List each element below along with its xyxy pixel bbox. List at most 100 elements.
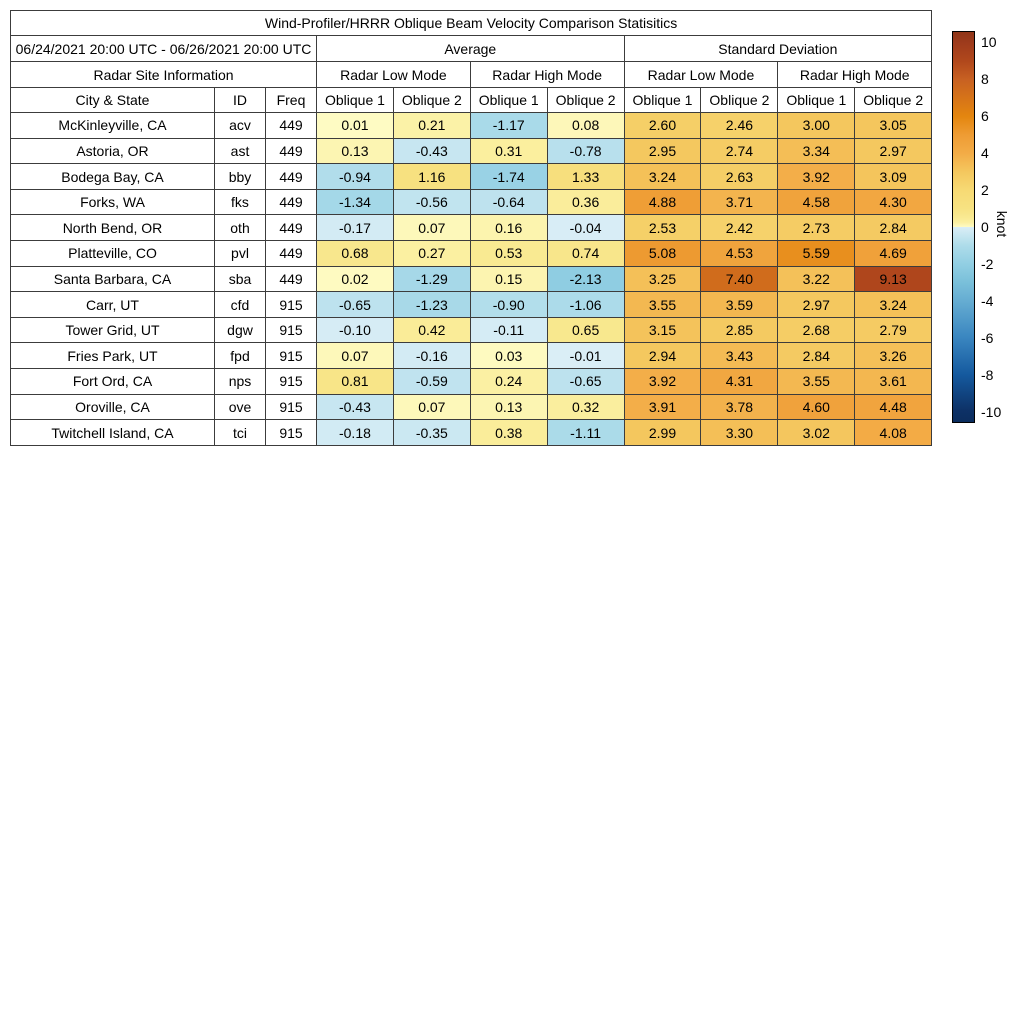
- value-cell: 2.97: [854, 137, 933, 165]
- value-cell: 3.22: [777, 265, 856, 293]
- cell-site-id: sba: [214, 265, 266, 293]
- value-cell: 3.26: [854, 342, 933, 370]
- value-cell: 0.07: [316, 342, 394, 370]
- cell-freq: 915: [265, 419, 317, 446]
- value-cell: 3.59: [700, 291, 779, 318]
- value-cell: 0.53: [469, 240, 548, 267]
- value-cell: -0.78: [546, 137, 625, 165]
- group-header-average: Average: [316, 35, 625, 62]
- colorbar-tick-label: 10: [981, 34, 997, 51]
- cell-site-id: tci: [214, 419, 266, 446]
- colorbar-tick-label: -4: [981, 292, 994, 309]
- value-cell: 0.21: [392, 112, 471, 139]
- cell-site-id: cfd: [214, 291, 266, 318]
- table-title: Wind-Profiler/HRRR Oblique Beam Velocity…: [9, 10, 933, 36]
- mode-header-avg-low: Radar Low Mode: [316, 61, 471, 88]
- mode-header-row: Radar Site Information Radar Low Mode Ra…: [10, 61, 933, 88]
- cell-city: Bodega Bay, CA: [10, 163, 215, 190]
- colorbar-gradient: [952, 31, 975, 423]
- value-cell: -1.11: [546, 419, 625, 446]
- colorbar-tick-label: -10: [981, 403, 1002, 420]
- value-cell: 4.53: [700, 240, 779, 267]
- cell-city: Carr, UT: [10, 291, 215, 318]
- value-cell: 2.84: [777, 342, 856, 370]
- value-cell: 0.68: [316, 240, 394, 267]
- value-cell: -0.90: [469, 291, 548, 318]
- value-cell: 3.43: [700, 342, 779, 370]
- value-cell: 2.73: [777, 214, 856, 242]
- value-cell: 3.78: [700, 393, 779, 421]
- cell-freq: 449: [265, 214, 317, 242]
- table-body: McKinleyville, CA acv 449 0.01 0.21 -1.17 0.08…: [10, 112, 933, 446]
- group-header-std-dev: Standard Deviation: [623, 35, 933, 62]
- mode-header-avg-high: Radar High Mode: [469, 61, 625, 88]
- cell-city: Tower Grid, UT: [10, 316, 215, 344]
- value-cell: -0.17: [316, 214, 394, 242]
- value-cell: 2.46: [700, 112, 779, 139]
- value-cell: 3.91: [623, 393, 702, 421]
- value-cell: 0.38: [469, 419, 548, 446]
- value-cell: -0.65: [316, 291, 394, 318]
- colorbar-tick-label: 4: [981, 145, 989, 162]
- title-row: Wind-Profiler/HRRR Oblique Beam Velocity…: [9, 10, 933, 36]
- value-cell: -0.10: [316, 316, 394, 344]
- value-cell: 4.08: [854, 419, 933, 446]
- value-cell: 2.53: [623, 214, 702, 242]
- cell-freq: 449: [265, 188, 317, 216]
- column-header-row: City & State ID Freq Oblique 1 Oblique 2…: [10, 87, 933, 113]
- cell-city: Twitchell Island, CA: [10, 419, 215, 446]
- table-row: Carr, UT cfd 915 -0.65 -1.23 -0.90 -1.06 3.55 3.…: [10, 291, 933, 318]
- value-cell: 2.95: [623, 137, 702, 165]
- value-cell: -1.17: [469, 112, 548, 139]
- value-cell: -0.11: [469, 316, 548, 344]
- table-row: North Bend, OR oth 449 -0.17 0.07 0.16 -0.04 2.…: [10, 214, 933, 242]
- value-cell: -0.04: [546, 214, 625, 242]
- table-row: Bodega Bay, CA bby 449 -0.94 1.16 -1.74 1.33 3.…: [10, 163, 933, 190]
- cell-freq: 449: [265, 240, 317, 267]
- col-header-oblique-3: Oblique 1: [469, 87, 548, 113]
- cell-site-id: fpd: [214, 342, 266, 370]
- value-cell: 0.07: [392, 393, 471, 421]
- cell-freq: 915: [265, 393, 317, 421]
- value-cell: 0.81: [316, 368, 394, 395]
- colorbar-tick-label: -8: [981, 366, 994, 383]
- table-row: Platteville, CO pvl 449 0.68 0.27 0.53 0.74 5.0…: [10, 240, 933, 267]
- value-cell: 0.02: [316, 265, 394, 293]
- table-row: Twitchell Island, CA tci 915 -0.18 -0.35 0.38…: [10, 419, 933, 446]
- value-cell: 3.00: [777, 112, 856, 139]
- value-cell: 2.60: [623, 112, 702, 139]
- cell-freq: 915: [265, 291, 317, 318]
- cell-city: Astoria, OR: [10, 137, 215, 165]
- table-row: Oroville, CA ove 915 -0.43 0.07 0.13 0.32 3.91 3…: [10, 393, 933, 421]
- colorbar-tick-label: 2: [981, 182, 989, 199]
- value-cell: 0.07: [392, 214, 471, 242]
- value-cell: 4.31: [700, 368, 779, 395]
- comparison-table: Wind-Profiler/HRRR Oblique Beam Velocity…: [9, 10, 933, 446]
- colorbar-tick-label: 6: [981, 108, 989, 125]
- cell-city: McKinleyville, CA: [10, 112, 215, 139]
- table-row: McKinleyville, CA acv 449 0.01 0.21 -1.17 0.08…: [10, 112, 933, 139]
- site-info-header: Radar Site Information: [10, 61, 317, 88]
- value-cell: 3.55: [623, 291, 702, 318]
- value-cell: 7.40: [700, 265, 779, 293]
- col-header-oblique-2: Oblique 2: [392, 87, 471, 113]
- value-cell: 0.74: [546, 240, 625, 267]
- value-cell: 0.13: [316, 137, 394, 165]
- col-header-oblique-8: Oblique 2: [854, 87, 933, 113]
- table-row: Fort Ord, CA nps 915 0.81 -0.59 0.24 -0.65 3.92…: [10, 368, 933, 395]
- col-header-oblique-6: Oblique 2: [700, 87, 779, 113]
- cell-site-id: fks: [214, 188, 266, 216]
- colorbar-tick-label: 0: [981, 219, 989, 235]
- value-cell: 0.08: [546, 112, 625, 139]
- value-cell: -0.01: [546, 342, 625, 370]
- mode-header-std-low: Radar Low Mode: [623, 61, 779, 88]
- value-cell: 0.31: [469, 137, 548, 165]
- col-header-oblique-4: Oblique 2: [546, 87, 625, 113]
- col-header-id: ID: [214, 87, 266, 113]
- value-cell: -1.29: [392, 265, 471, 293]
- value-cell: 3.09: [854, 163, 933, 190]
- value-cell: -0.56: [392, 188, 471, 216]
- value-cell: 2.94: [623, 342, 702, 370]
- value-cell: 4.30: [854, 188, 933, 216]
- cell-site-id: oth: [214, 214, 266, 242]
